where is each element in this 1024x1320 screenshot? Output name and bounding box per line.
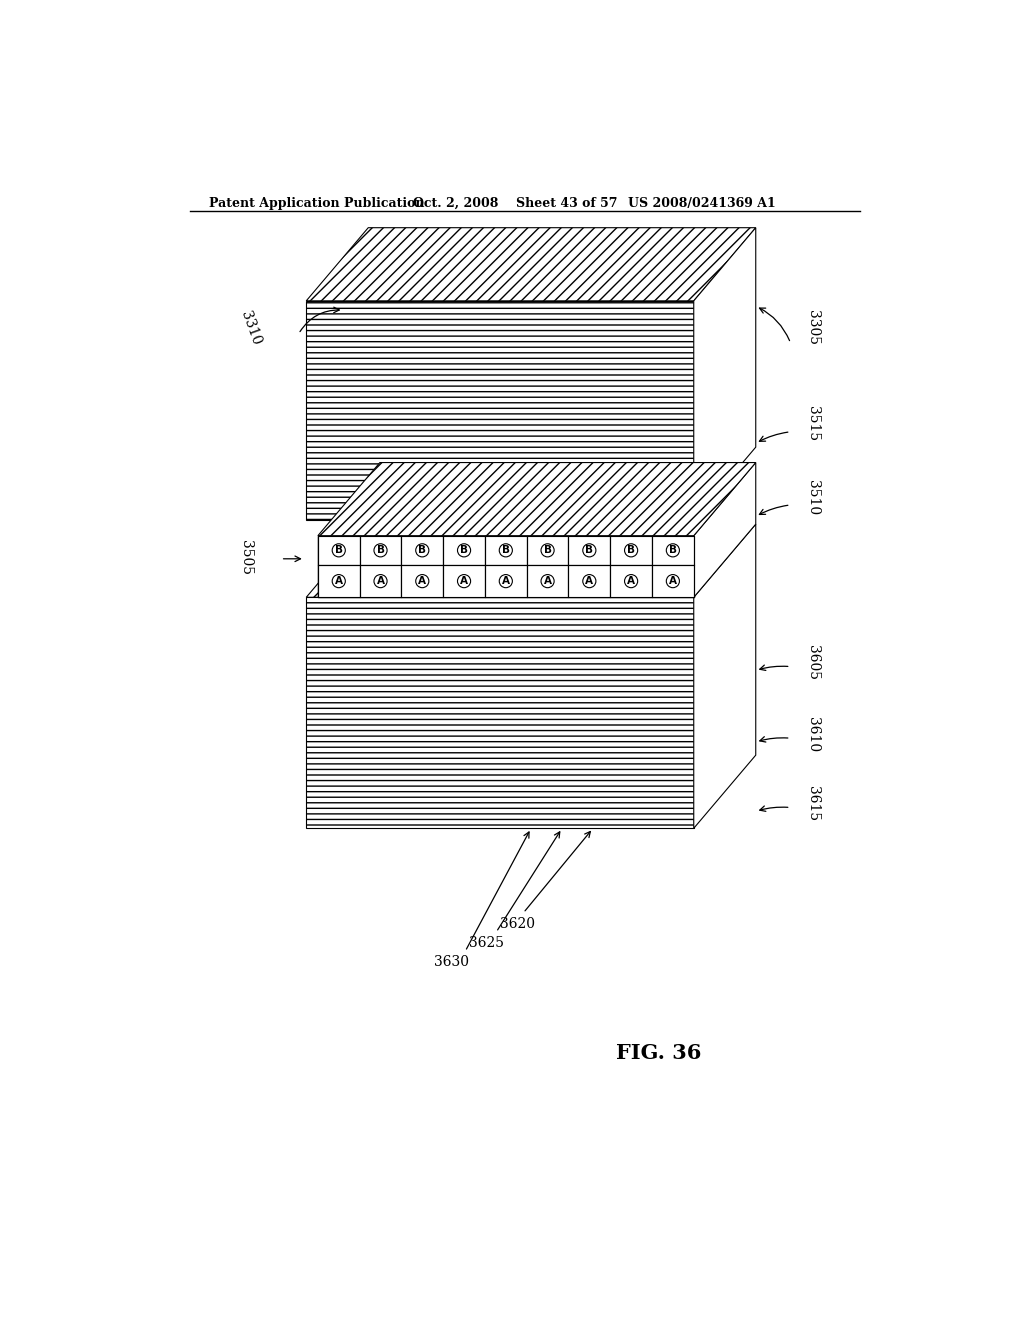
Polygon shape [568, 536, 610, 565]
Polygon shape [401, 565, 443, 598]
Polygon shape [306, 598, 693, 829]
Polygon shape [693, 462, 756, 598]
Polygon shape [359, 536, 401, 565]
Polygon shape [317, 536, 359, 565]
Text: B: B [627, 545, 635, 556]
Text: Oct. 2, 2008: Oct. 2, 2008 [414, 197, 499, 210]
Polygon shape [401, 536, 443, 565]
Polygon shape [359, 565, 401, 598]
Polygon shape [485, 565, 526, 598]
Polygon shape [485, 536, 526, 565]
Text: 3305: 3305 [806, 310, 820, 346]
Text: B: B [586, 545, 593, 556]
Polygon shape [317, 462, 756, 536]
Text: Sheet 43 of 57: Sheet 43 of 57 [515, 197, 617, 210]
Text: 3605: 3605 [806, 645, 820, 680]
Text: B: B [502, 545, 510, 556]
Text: Patent Application Publication: Patent Application Publication [209, 197, 424, 210]
Text: B: B [544, 545, 552, 556]
Text: 3310: 3310 [238, 309, 263, 347]
Text: 3625: 3625 [469, 936, 504, 950]
Text: 3615: 3615 [806, 787, 820, 821]
Text: 3630: 3630 [434, 956, 469, 969]
Polygon shape [610, 565, 652, 598]
Text: B: B [669, 545, 677, 556]
Polygon shape [526, 536, 568, 565]
Polygon shape [568, 565, 610, 598]
Text: B: B [335, 545, 343, 556]
Text: A: A [335, 576, 343, 586]
Polygon shape [443, 565, 485, 598]
Polygon shape [526, 565, 568, 598]
Polygon shape [652, 565, 693, 598]
Text: 3510: 3510 [806, 479, 820, 515]
Text: B: B [460, 545, 468, 556]
Polygon shape [306, 301, 693, 520]
Text: US 2008/0241369 A1: US 2008/0241369 A1 [628, 197, 775, 210]
Polygon shape [306, 524, 756, 598]
Text: A: A [586, 576, 593, 586]
Text: B: B [377, 545, 385, 556]
Text: A: A [377, 576, 385, 586]
Text: 3505: 3505 [239, 540, 253, 574]
Text: A: A [460, 576, 468, 586]
Polygon shape [610, 536, 652, 565]
Text: A: A [669, 576, 677, 586]
Polygon shape [693, 227, 756, 520]
Polygon shape [317, 565, 359, 598]
Text: 3620: 3620 [500, 917, 535, 931]
Text: A: A [544, 576, 552, 586]
Text: A: A [502, 576, 510, 586]
Text: 3515: 3515 [806, 407, 820, 442]
Text: 3610: 3610 [806, 717, 820, 752]
Text: B: B [418, 545, 426, 556]
Text: FIG. 36: FIG. 36 [616, 1043, 701, 1063]
Text: A: A [627, 576, 635, 586]
Polygon shape [306, 227, 756, 301]
Polygon shape [443, 536, 485, 565]
Polygon shape [693, 524, 756, 829]
Polygon shape [652, 536, 693, 565]
Text: A: A [418, 576, 426, 586]
